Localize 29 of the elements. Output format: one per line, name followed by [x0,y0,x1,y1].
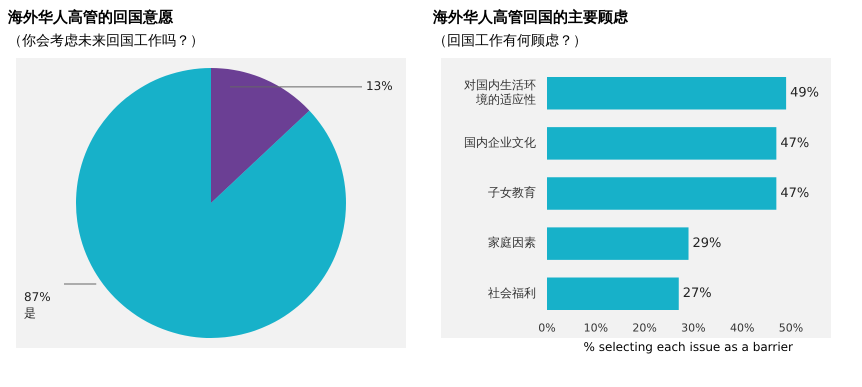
data-label: 27% [682,286,712,302]
x-tick-label: 0% [538,321,556,334]
bar [547,227,689,260]
data-label: 47% [780,136,810,151]
x-tick-label: 10% [584,321,608,334]
data-label: 47% [780,186,810,201]
data-label: 87% [24,290,51,304]
data-label: 13% [366,79,393,94]
y-tick-label: 对国内生活环境的适应性 [464,78,536,107]
y-tick-label: 家庭因素 [488,236,536,250]
y-tick-label: 国内企业文化 [464,136,536,150]
bar [547,177,776,210]
chart-title: 海外华人高管回国的主要顾虑 [433,8,629,28]
chart-title: 海外华人高管的回国意愿 [8,8,174,28]
bar [547,127,776,160]
bar [547,277,679,310]
y-tick-label: 子女教育 [488,186,536,200]
y-tick-label: 社会福利 [488,286,536,300]
data-label: 49% [790,86,820,101]
chart-subtitle: （你会考虑未来回国工作吗？） [8,32,205,51]
x-axis-title: % selecting each issue as a barrier [582,340,793,354]
x-tick-label: 50% [778,321,804,334]
data-label: 29% [692,236,722,251]
chart-subtitle: （回国工作有何顾虑？） [433,32,588,51]
slice-label: 是 [24,306,36,320]
x-tick-label: 40% [730,321,754,334]
bar [547,76,786,110]
x-tick-label: 20% [632,321,657,334]
x-tick-label: 30% [681,321,706,334]
